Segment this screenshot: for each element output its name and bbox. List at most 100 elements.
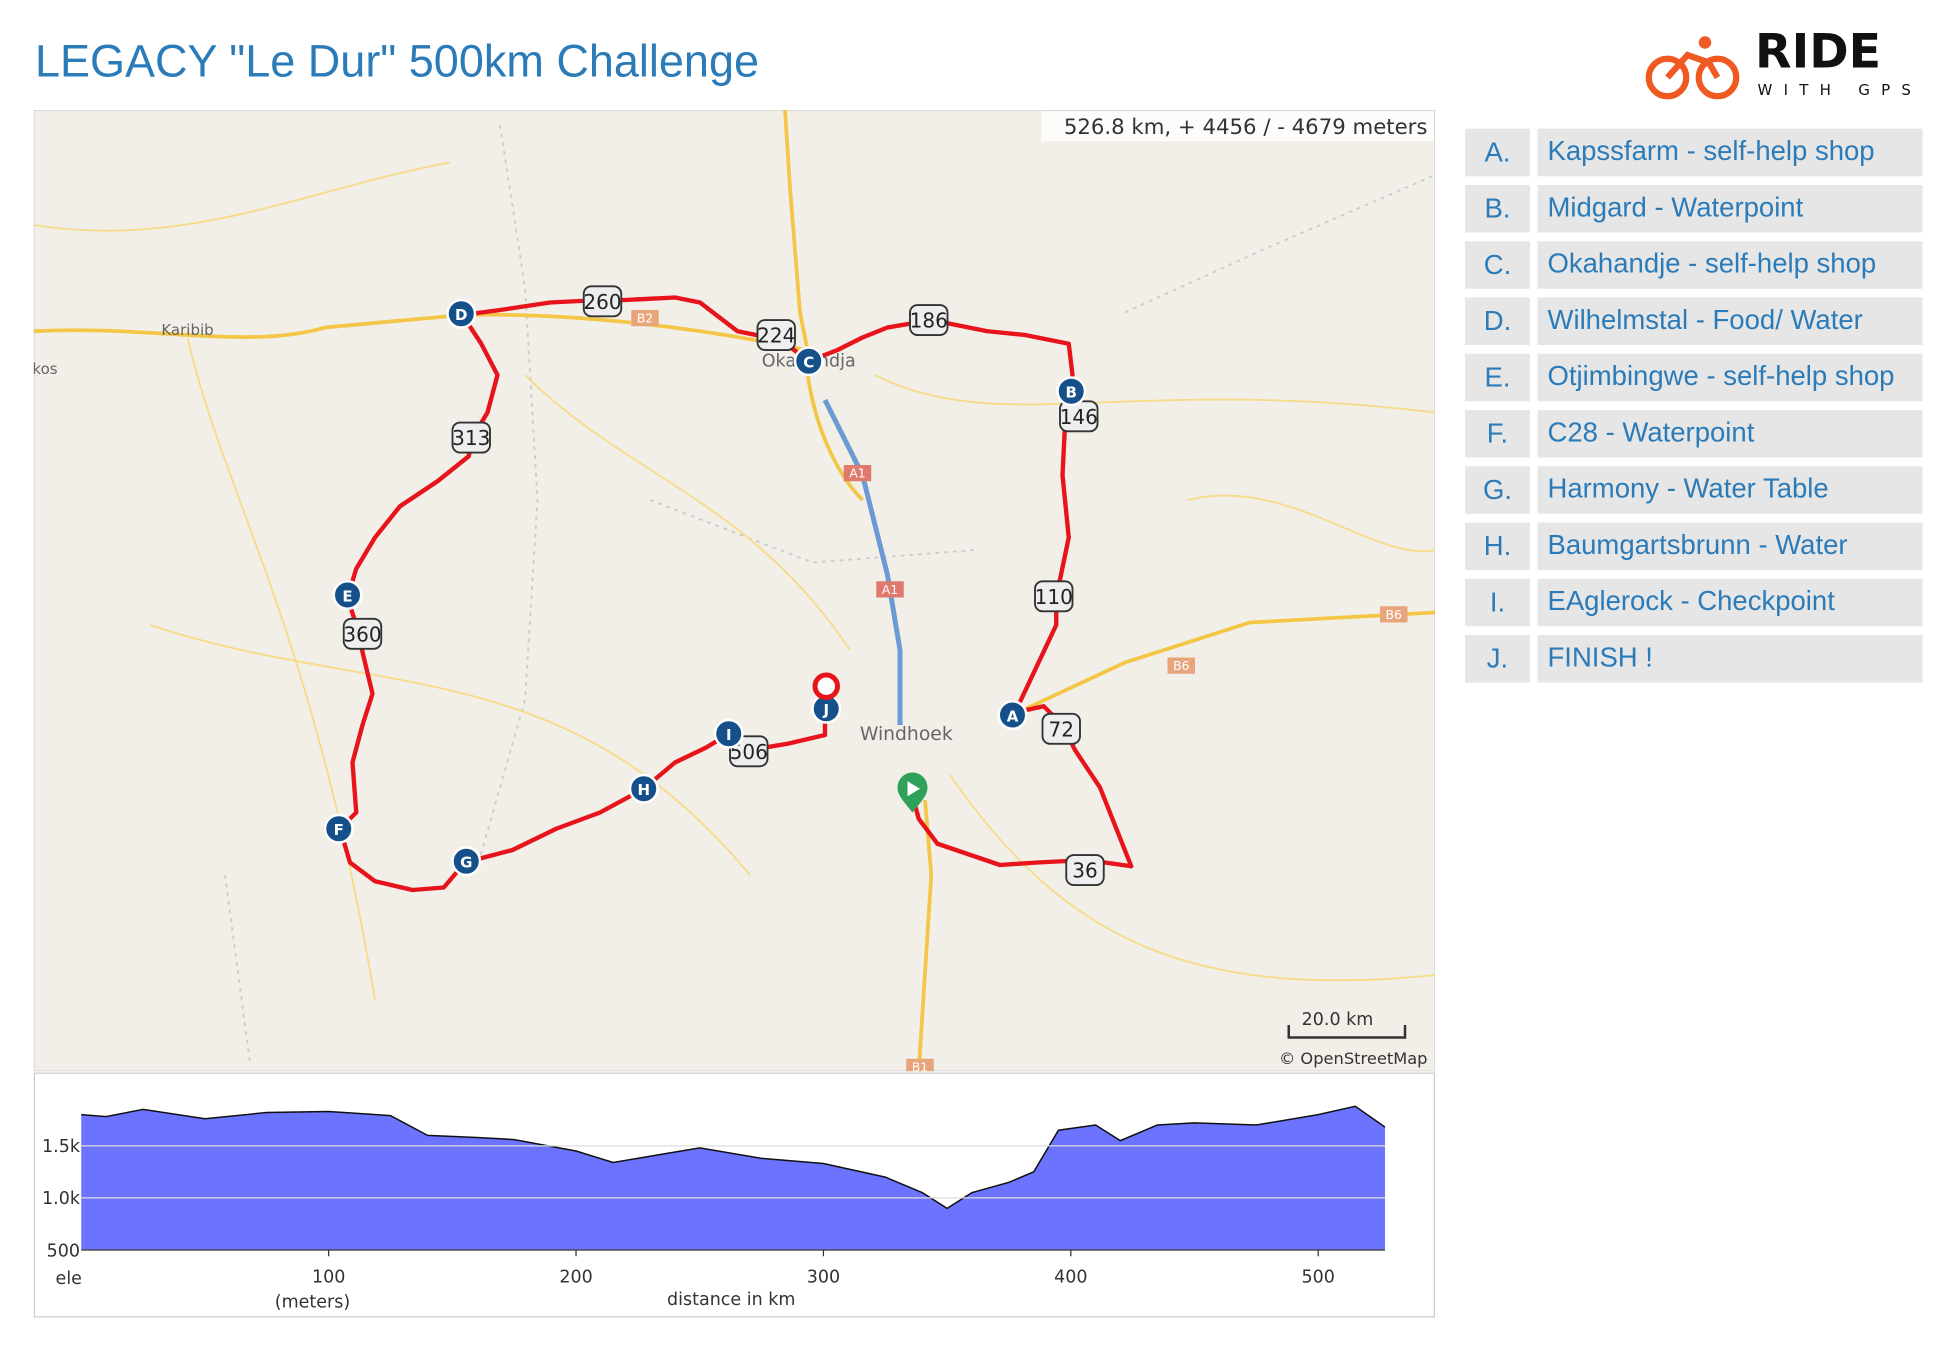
waypoint-marker-label: G bbox=[460, 854, 472, 872]
waypoint-letter: F. bbox=[1465, 410, 1530, 458]
km-marker-label: 313 bbox=[452, 426, 490, 450]
km-marker-label: 186 bbox=[910, 309, 948, 333]
km-marker-label: 146 bbox=[1060, 405, 1098, 429]
logo: RIDE WITH GPS bbox=[1645, 28, 1923, 100]
km-marker bbox=[582, 285, 623, 318]
place-label: Windhoek bbox=[860, 724, 953, 745]
y-tick-label: 500 bbox=[47, 1241, 80, 1261]
waypoint-letter: H. bbox=[1465, 522, 1530, 570]
tracks bbox=[224, 124, 1435, 1063]
waypoint-marker bbox=[793, 346, 824, 377]
waypoint-row: D. Wilhelmstal - Food/ Water bbox=[1465, 297, 1923, 345]
map: Karibib kos Okahandja Windhoek A1 A1 B2 … bbox=[33, 110, 1435, 1072]
waypoint-letter: B. bbox=[1465, 185, 1530, 233]
waypoint-name: Midgard - Waterpoint bbox=[1537, 185, 1923, 233]
waypoint-marker bbox=[446, 298, 477, 329]
km-marker bbox=[1034, 580, 1074, 613]
km-marker bbox=[451, 421, 491, 454]
waypoint-marker-label: F bbox=[334, 821, 344, 839]
attribution: © OpenStreetMap bbox=[1279, 1049, 1428, 1068]
waypoint-marker bbox=[628, 773, 659, 804]
waypoint-name: Otjimbingwe - self-help shop bbox=[1537, 353, 1923, 402]
waypoint-name: FINISH ! bbox=[1537, 635, 1923, 683]
waypoint-marker bbox=[997, 700, 1028, 730]
waypoint-name: Wilhelmstal - Food/ Water bbox=[1537, 297, 1923, 345]
y-tick-label: 1.5k bbox=[42, 1137, 81, 1157]
waypoint-marker bbox=[713, 718, 744, 749]
highway bbox=[822, 398, 903, 725]
road-label: A1 bbox=[882, 582, 899, 597]
logo-subtext: WITH GPS bbox=[1758, 81, 1923, 99]
km-marker bbox=[909, 304, 949, 336]
map-background bbox=[33, 110, 1435, 1072]
waypoint-marker-label: E bbox=[342, 587, 352, 605]
waypoint-letter: E. bbox=[1465, 353, 1530, 402]
waypoint-name: Harmony - Water Table bbox=[1537, 466, 1923, 514]
waypoint-marker bbox=[451, 846, 482, 877]
road-label: B6 bbox=[1385, 607, 1402, 622]
waypoint-marker-label: D bbox=[455, 306, 467, 324]
waypoint-letter: J. bbox=[1465, 635, 1530, 683]
km-marker-label: 72 bbox=[1049, 717, 1074, 741]
waypoint-letter: A. bbox=[1465, 128, 1530, 177]
road-label: B2 bbox=[637, 311, 654, 326]
km-marker bbox=[1065, 854, 1105, 886]
road-label: B6 bbox=[1173, 658, 1190, 673]
place-label: kos bbox=[34, 360, 58, 378]
waypoint-marker-label: B bbox=[1066, 384, 1077, 402]
waypoint-name: Okahandje - self-help shop bbox=[1537, 241, 1923, 289]
waypoint-letter: G. bbox=[1465, 466, 1530, 514]
scale-bar bbox=[1287, 1025, 1407, 1039]
waypoint-marker bbox=[332, 580, 363, 610]
waypoint-name: C28 - Waterpoint bbox=[1537, 410, 1923, 458]
waypoint-letter: D. bbox=[1465, 297, 1530, 345]
waypoint-letter: C. bbox=[1465, 241, 1530, 289]
waypoint-marker-label: A bbox=[1007, 707, 1019, 725]
km-marker-label: 360 bbox=[343, 622, 381, 646]
logo-text: RIDE bbox=[1755, 28, 1881, 80]
waypoint-marker bbox=[1056, 376, 1087, 407]
y-axis-label: ele bbox=[56, 1269, 82, 1289]
waypoint-letter: I. bbox=[1465, 578, 1530, 627]
waypoint-marker-label: J bbox=[822, 701, 829, 719]
waypoint-marker-label: C bbox=[803, 354, 814, 372]
km-marker-label: 224 bbox=[757, 324, 795, 348]
elevation-chart: ele (meters) distance in km 500 1.0k 1.5k 1… bbox=[33, 1072, 1435, 1318]
waypoint-marker-label: H bbox=[637, 781, 650, 799]
waypoint-row: B. Midgard - Waterpoint bbox=[1465, 185, 1923, 233]
y-tick-label: 1.0k bbox=[42, 1189, 81, 1209]
waypoint-row: E. Otjimbingwe - self-help shop bbox=[1465, 353, 1923, 402]
km-marker bbox=[1041, 712, 1081, 745]
y-axis-unit: (meters) bbox=[275, 1293, 350, 1313]
waypoint-row: J. FINISH ! bbox=[1465, 635, 1923, 683]
x-tick-label: 300 bbox=[807, 1268, 840, 1288]
waypoint-row: H. Baumgartsbrunn - Water bbox=[1465, 522, 1923, 570]
x-axis-label: distance in km bbox=[667, 1290, 795, 1310]
waypoint-name: Kapssfarm - self-help shop bbox=[1537, 128, 1923, 177]
waypoint-marker-label: I bbox=[726, 726, 732, 744]
road-label: B1 bbox=[912, 1059, 929, 1071]
waypoint-name: Baumgartsbrunn - Water bbox=[1537, 522, 1923, 570]
finish-marker bbox=[812, 672, 840, 700]
km-marker-label: 260 bbox=[583, 290, 621, 314]
x-tick-label: 100 bbox=[312, 1268, 345, 1288]
scale-label: 20.0 km bbox=[1302, 1010, 1374, 1030]
elevation-area-fill bbox=[81, 1106, 1385, 1250]
page-title: LEGACY "Le Dur" 500km Challenge bbox=[35, 35, 760, 87]
place-label: Karibib bbox=[161, 321, 213, 339]
km-marker bbox=[342, 617, 383, 650]
route-stats: 526.8 km, + 4456 / - 4679 meters bbox=[1064, 115, 1428, 140]
road-label: A1 bbox=[849, 466, 866, 481]
x-tick-label: 500 bbox=[1302, 1268, 1335, 1288]
waypoint-marker bbox=[323, 813, 354, 844]
x-tick-label: 400 bbox=[1054, 1268, 1087, 1288]
waypoint-row: I. EAglerock - Checkpoint bbox=[1465, 578, 1923, 627]
x-tick-label: 200 bbox=[559, 1268, 592, 1288]
waypoint-name: EAglerock - Checkpoint bbox=[1537, 578, 1923, 627]
waypoint-row: A. Kapssfarm - self-help shop bbox=[1465, 128, 1923, 177]
km-marker-label: 36 bbox=[1072, 859, 1097, 883]
waypoint-row: C. Okahandje - self-help shop bbox=[1465, 241, 1923, 289]
waypoint-row: G. Harmony - Water Table bbox=[1465, 466, 1923, 514]
